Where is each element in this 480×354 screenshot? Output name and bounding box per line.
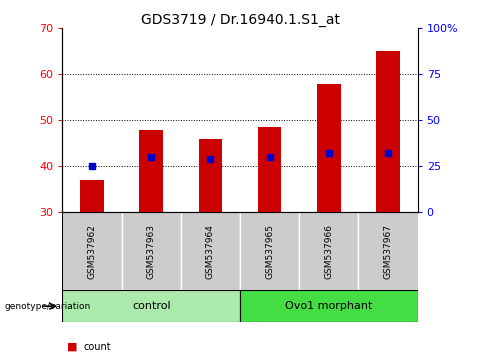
Bar (299, 212, 359, 290)
Bar (121, 212, 181, 290)
Text: GSM537962: GSM537962 (87, 224, 96, 279)
Bar (80, 180, 104, 212)
Bar (181, 212, 240, 290)
Bar (359, 212, 418, 290)
Text: GSM537966: GSM537966 (324, 224, 333, 279)
Text: Ovo1 morphant: Ovo1 morphant (285, 301, 372, 311)
Text: GSM537963: GSM537963 (147, 224, 156, 279)
Bar (62, 212, 121, 290)
Title: GDS3719 / Dr.16940.1.S1_at: GDS3719 / Dr.16940.1.S1_at (141, 13, 339, 27)
Text: GSM537965: GSM537965 (265, 224, 274, 279)
Bar (139, 130, 163, 212)
Bar (258, 127, 281, 212)
Text: control: control (132, 301, 170, 311)
Text: GSM537967: GSM537967 (384, 224, 393, 279)
Bar (317, 84, 341, 212)
Bar (62, 290, 240, 322)
Bar (240, 290, 418, 322)
Text: count: count (84, 342, 112, 352)
Bar (240, 212, 299, 290)
Text: GSM537964: GSM537964 (206, 224, 215, 279)
Bar (376, 51, 400, 212)
Text: ■: ■ (67, 342, 78, 352)
Text: genotype/variation: genotype/variation (5, 302, 91, 311)
Bar (199, 139, 222, 212)
